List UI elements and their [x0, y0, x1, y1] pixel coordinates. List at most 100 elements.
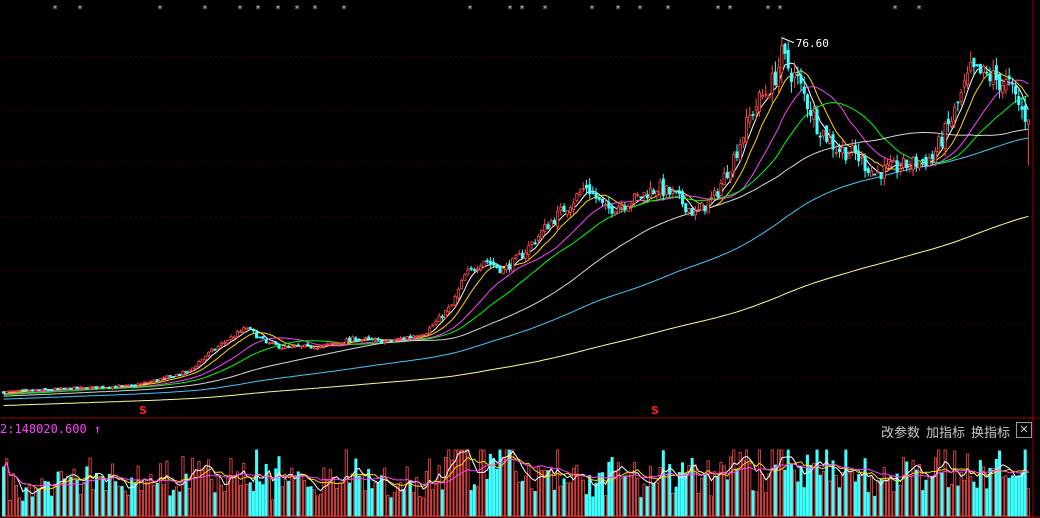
- candle-body: [924, 156, 928, 166]
- candle-body: [357, 339, 361, 342]
- candle-body: [908, 166, 912, 169]
- candle-body: [338, 342, 342, 345]
- candle-body: [437, 315, 441, 323]
- candle-body: [126, 384, 131, 387]
- volume-bar: [411, 492, 416, 517]
- candle-body: [283, 345, 287, 349]
- candle-body: [504, 264, 508, 271]
- volume-bar: [796, 481, 800, 517]
- candle-body: [1017, 96, 1021, 106]
- candle-body: [101, 385, 105, 389]
- volume-bar: [754, 491, 758, 517]
- candle-body: [1014, 85, 1018, 95]
- candle-body: [146, 381, 150, 384]
- candle-body: [632, 193, 637, 204]
- candle-body: [354, 337, 358, 342]
- close-indicator-button[interactable]: ✕: [1016, 422, 1032, 438]
- volume-bar: [242, 462, 246, 517]
- volume-bar: [764, 492, 768, 517]
- volume-bar: [825, 449, 829, 517]
- candle-body: [18, 389, 22, 392]
- candle-body: [59, 387, 63, 390]
- add-indicator-button[interactable]: 加指标: [926, 426, 966, 441]
- candle-body: [232, 336, 236, 339]
- candle-body: [344, 338, 348, 345]
- candle-body: [719, 183, 723, 197]
- volume-bar: [921, 490, 925, 517]
- volume-bar: [379, 475, 384, 517]
- volume-bar: [72, 468, 76, 517]
- candle-body: [94, 386, 98, 389]
- candle-body: [972, 57, 976, 68]
- volume-bar: [1007, 477, 1011, 517]
- volume-bar: [511, 449, 515, 517]
- candle-body: [290, 345, 294, 348]
- candle-body: [546, 224, 550, 230]
- switch-indicator-button[interactable]: 换指标: [971, 426, 1011, 441]
- candle-body: [130, 384, 134, 387]
- candle-body: [299, 345, 303, 348]
- volume-bar: [725, 479, 729, 517]
- volume-bar: [568, 482, 572, 517]
- volume-bar: [738, 451, 742, 517]
- candle-body: [469, 267, 473, 270]
- volume-bar: [207, 459, 211, 517]
- volume-bar: [472, 484, 476, 517]
- candle-body: [648, 187, 653, 198]
- volume-bar: [767, 473, 771, 517]
- candle-body: [104, 387, 108, 389]
- candle-body: [834, 151, 838, 154]
- candle-body: [882, 165, 886, 179]
- volume-bar: [469, 490, 473, 517]
- candle-body: [636, 194, 640, 197]
- candle-body: [91, 386, 95, 388]
- volume-bar: [110, 463, 115, 517]
- candle-body: [761, 95, 765, 98]
- volume-bar: [251, 490, 255, 517]
- volume-bar: [988, 467, 992, 517]
- candle-body: [985, 71, 989, 74]
- volume-bar: [620, 478, 624, 517]
- volume-bar: [713, 471, 717, 517]
- candle-body: [594, 192, 598, 199]
- volume-bar: [853, 481, 857, 517]
- candle-body: [508, 263, 512, 270]
- volume-bar: [107, 473, 111, 517]
- volume-bar: [495, 468, 499, 517]
- volume-bar: [934, 457, 938, 517]
- volume-bar: [142, 478, 147, 517]
- candle-body: [37, 389, 41, 392]
- volume-bar: [386, 494, 390, 517]
- candle-body: [620, 205, 624, 208]
- top-event-marker: *: [276, 4, 281, 15]
- volume-bar: [306, 486, 310, 517]
- volume-bar: [492, 458, 496, 517]
- volume-bar: [325, 479, 329, 517]
- candle-body: [11, 390, 15, 393]
- candle-body: [818, 135, 822, 138]
- candle-body: [155, 379, 159, 382]
- volume-bar: [1014, 476, 1018, 517]
- top-event-marker: *: [313, 4, 318, 15]
- volume-bar: [978, 460, 982, 517]
- candle-body: [226, 339, 230, 344]
- candle-body: [850, 145, 854, 153]
- volume-indicator-label: 2:148020.600 ↑: [0, 422, 101, 436]
- candle-body: [271, 342, 275, 344]
- candle-body: [623, 205, 627, 210]
- volume-bar: [892, 491, 896, 517]
- candle-body: [629, 203, 633, 207]
- modify-params-button[interactable]: 改参数: [881, 426, 921, 441]
- volume-bar: [966, 453, 970, 517]
- volume-bar: [319, 493, 323, 517]
- volume-bar: [751, 490, 755, 517]
- candle-body: [255, 331, 259, 339]
- candle-body: [376, 338, 380, 341]
- candle-body: [777, 66, 781, 87]
- candle-body: [312, 347, 316, 350]
- volume-bar: [1023, 449, 1027, 517]
- volume-bar: [11, 473, 15, 517]
- candle-body: [911, 157, 915, 171]
